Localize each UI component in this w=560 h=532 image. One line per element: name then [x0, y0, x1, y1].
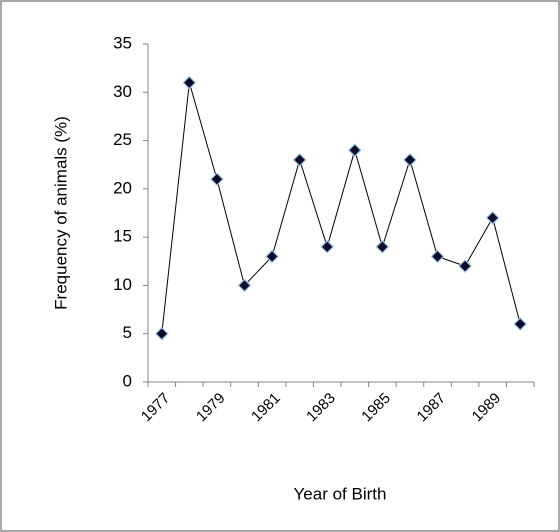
x-axis-label: Year of Birth — [294, 484, 387, 503]
data-point — [430, 249, 445, 264]
data-point — [513, 317, 528, 331]
y-tick-label: 15 — [113, 227, 132, 246]
data-point — [375, 239, 390, 254]
y-tick-label: 35 — [113, 33, 132, 52]
data-point — [403, 153, 417, 167]
data-point — [182, 75, 197, 90]
data-point — [237, 278, 252, 293]
data-point — [292, 153, 307, 167]
y-tick-label: 5 — [123, 323, 132, 342]
y-tick-label: 25 — [113, 130, 132, 149]
y-tick-label: 20 — [113, 178, 132, 197]
y-tick-label: 10 — [113, 275, 132, 294]
data-point — [458, 259, 472, 273]
data-point — [347, 143, 362, 158]
data-point — [210, 172, 224, 187]
data-point — [485, 210, 500, 225]
data-point — [265, 249, 279, 264]
y-tick-label: 0 — [123, 371, 132, 390]
y-tick-label: 30 — [113, 82, 132, 101]
data-point — [154, 326, 169, 341]
y-axis-label: Frequency of animals (%) — [51, 116, 70, 310]
data-point — [320, 239, 335, 254]
